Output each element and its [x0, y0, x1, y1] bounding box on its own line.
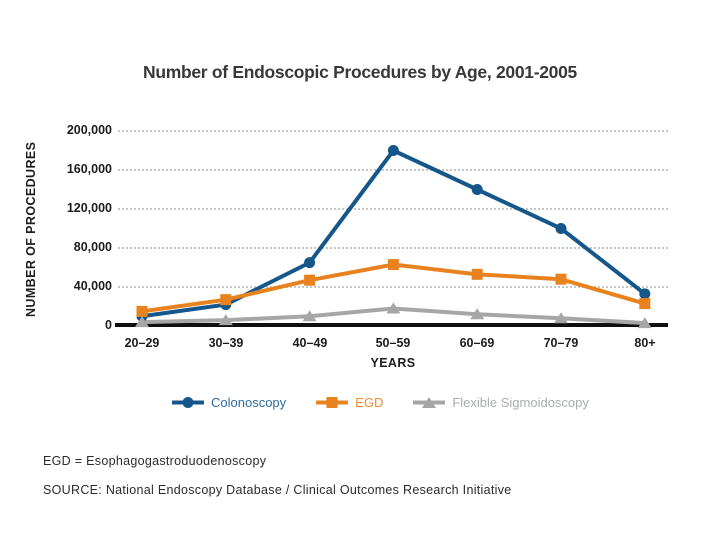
egd-line-square-icon	[316, 397, 349, 408]
marker-colonoscopy-1	[220, 299, 232, 311]
marker-egd-2	[304, 274, 316, 286]
colonoscopy-line-circle-icon	[172, 397, 204, 408]
marker-flexible-sigmoidoscopy-3	[386, 302, 401, 314]
marker-colonoscopy-0	[136, 310, 148, 322]
legend-label: Colonoscopy	[211, 395, 287, 410]
y-tick-label: 80,000	[73, 240, 112, 254]
marker-egd-3	[387, 259, 399, 271]
marker-colonoscopy-6	[639, 288, 651, 300]
marker-colonoscopy-5	[555, 223, 567, 234]
marker-colonoscopy-3	[387, 145, 399, 156]
series-line-flexible-sigmoidoscopy	[141, 306, 645, 326]
marker-egd-6	[639, 298, 651, 310]
x-tick-label: 70–79	[543, 336, 579, 350]
series-line-colonoscopy	[141, 148, 647, 319]
legend-label: EGD	[355, 395, 384, 410]
x-tick-label: 30–39	[208, 336, 244, 350]
y-tick-label: 200,000	[66, 123, 112, 137]
marker-egd-4	[471, 268, 483, 280]
legend-label: Flexible Sigmoidoscopy	[452, 395, 589, 410]
gridline	[118, 208, 668, 210]
x-tick-label: 60–69	[459, 336, 495, 350]
legend: Colonoscopy EGD Flexible Sigmoidoscopy	[172, 395, 589, 410]
x-axis-title: YEARS	[370, 356, 416, 370]
y-tick-label: 0	[105, 318, 112, 332]
marker-flexible-sigmoidoscopy-2	[302, 310, 317, 322]
legend-item-colonoscopy: Colonoscopy	[172, 395, 286, 410]
legend-item-egd: EGD	[316, 395, 383, 410]
x-tick-label: 20–29	[124, 336, 160, 350]
x-tick-label: 80+	[634, 336, 656, 350]
gridline	[118, 130, 668, 132]
marker-egd-5	[555, 273, 567, 285]
y-tick-label: 120,000	[66, 201, 112, 215]
gridline	[118, 169, 668, 171]
abbreviation-note: EGD = Esophagogastroduodenoscopy	[43, 454, 267, 468]
y-tick-label: 40,000	[73, 279, 112, 293]
marker-egd-1	[220, 294, 232, 306]
gridline	[118, 286, 668, 288]
x-axis-line	[115, 322, 668, 327]
marker-flexible-sigmoidoscopy-4	[470, 308, 485, 320]
chart-title: Number of Endoscopic Procedures by Age, …	[143, 62, 577, 82]
x-tick-label: 40–49	[292, 336, 328, 350]
y-tick-label: 160,000	[66, 162, 112, 176]
legend-item-flexible-sigmoidoscopy: Flexible Sigmoidoscopy	[413, 395, 589, 410]
marker-colonoscopy-2	[304, 257, 316, 269]
marker-egd-0	[136, 305, 148, 317]
source-note: SOURCE: National Endoscopy Database / Cl…	[43, 483, 512, 497]
flexible-sigmoidoscopy-line-triangle-icon	[413, 397, 446, 408]
gridline	[118, 247, 668, 249]
marker-colonoscopy-4	[471, 184, 483, 195]
x-tick-label: 50–59	[375, 336, 411, 350]
